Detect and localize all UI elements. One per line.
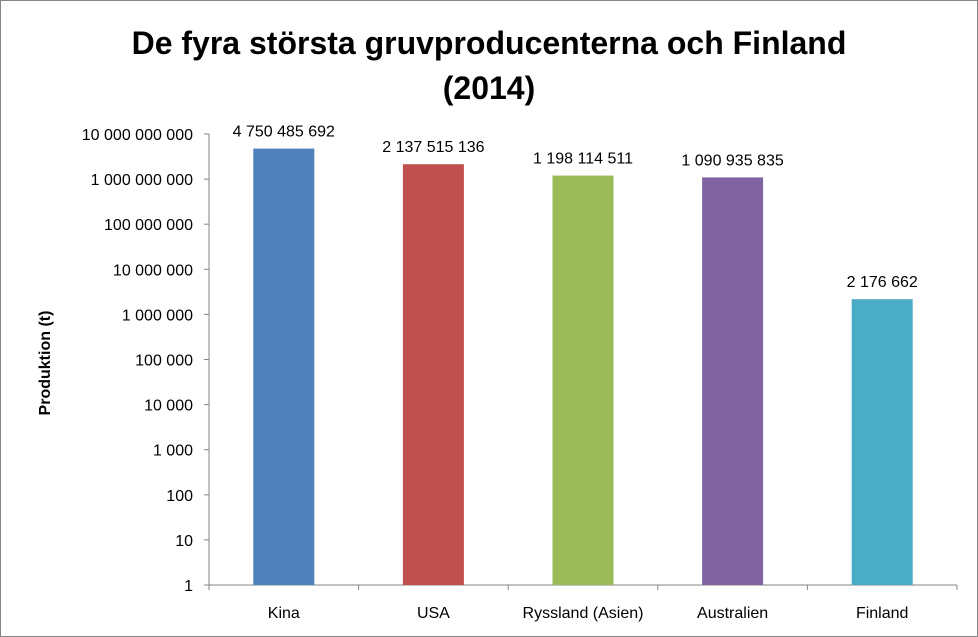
data-label: 1 090 935 835 (681, 152, 783, 169)
chart-title-line-1: De fyra största gruvproducenterna och Fi… (132, 25, 847, 61)
bar (402, 164, 464, 585)
x-tick-label: Finland (856, 605, 908, 622)
bar (253, 148, 315, 586)
data-label: 1 198 114 511 (533, 151, 633, 168)
axes: 1 10 100 1 000 10 000 100 000 1 000 000 10 000 … (82, 127, 958, 622)
y-tick-label: 100 (166, 488, 193, 505)
data-label: 4 750 485 692 (233, 124, 335, 141)
y-tick-label: 100 000 (135, 353, 193, 370)
y-tick-label: 10 000 000 (113, 262, 193, 279)
y-tick-label: 10 000 (144, 398, 193, 415)
data-label: 2 137 515 136 (382, 139, 484, 156)
x-tick-label: Australien (697, 605, 768, 622)
y-tick-label: 1 (184, 578, 193, 595)
bar (851, 299, 913, 585)
y-tick-label: 10 000 000 000 (82, 127, 193, 144)
bars: 4 750 485 692 2 137 515 136 1 198 114 511 1… (233, 124, 918, 586)
data-label: 2 176 662 (847, 274, 918, 291)
y-axis-label: Produktion (t) (37, 311, 54, 416)
bar (702, 177, 764, 585)
y-tick-label: 1 000 (153, 443, 193, 460)
chart-title-line-2: (2014) (443, 70, 536, 106)
y-tick-label: 10 (175, 533, 193, 550)
bar (552, 175, 614, 585)
x-tick-label: Ryssland (Asien) (523, 605, 644, 622)
x-tick-label: USA (417, 605, 450, 622)
y-tick-label: 1 000 000 000 (91, 172, 193, 189)
x-tick-label: Kina (268, 605, 300, 622)
y-tick-label: 1 000 000 (122, 307, 193, 324)
y-tick-label: 100 000 000 (104, 217, 193, 234)
